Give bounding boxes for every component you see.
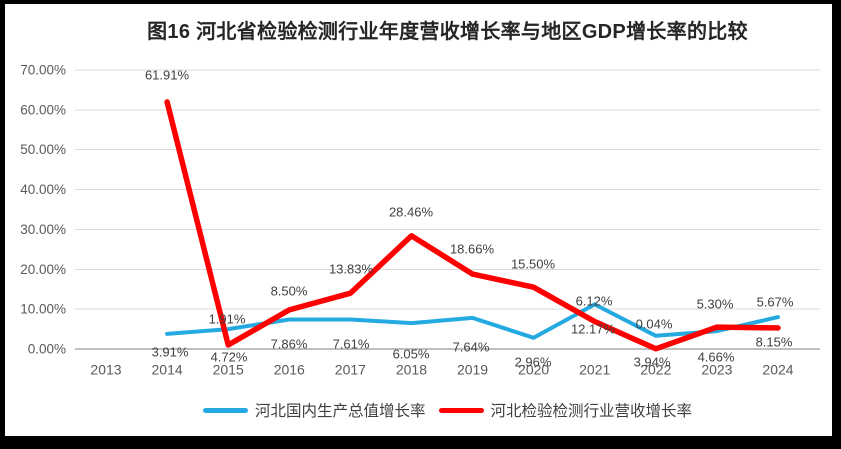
revenue-data-label: 18.66%	[450, 242, 495, 257]
x-tick-label: 2024	[762, 362, 793, 378]
data-labels: 3.91% 4.72% 7.86% 7.61% 6.05% 7.64% 2.96% 6.12%…	[145, 68, 794, 370]
legend-swatch-revenue-line	[438, 407, 484, 413]
gdp-data-label: 3.91%	[152, 345, 189, 360]
x-tick-label: 2015	[213, 362, 244, 378]
x-tick-label: 2016	[274, 362, 305, 378]
x-tick-label: 2018	[396, 362, 427, 378]
y-axis-tick-labels: 70.00% 60.00% 50.00% 40.00% 30.00% 20.00% 10.0…	[20, 63, 66, 357]
x-tick-label: 2020	[518, 362, 549, 378]
legend-swatch-gdp-line	[202, 407, 248, 413]
gdp-data-label: 6.12%	[576, 294, 613, 309]
gdp-data-label: 6.05%	[393, 347, 430, 362]
gdp-data-label: 4.66%	[698, 350, 735, 365]
gdp-data-label: 2.96%	[515, 355, 552, 370]
y-tick-label: 60.00%	[20, 102, 66, 117]
y-tick-label: 0.00%	[28, 342, 66, 357]
gdp-data-label: 3.94%	[634, 355, 671, 370]
legend-item-gdp: 河北国内生产总值增长率	[202, 399, 426, 421]
series-lines	[164, 99, 781, 352]
x-tick-label: 2021	[579, 362, 610, 378]
y-tick-label: 50.00%	[20, 142, 66, 157]
x-tick-label: 2014	[152, 362, 183, 378]
y-tick-label: 40.00%	[20, 182, 66, 197]
y-tick-label: 30.00%	[20, 222, 66, 237]
y-tick-label: 20.00%	[20, 262, 66, 277]
revenue-data-label: 12.17%	[571, 322, 616, 337]
revenue-data-label: 8.50%	[271, 284, 308, 299]
x-tick-label: 2017	[335, 362, 366, 378]
x-tick-label: 2023	[701, 362, 732, 378]
x-axis-tick-labels: 2013 2014 2015 2016 2017 2018 2019 2020 2021 2022…	[90, 362, 793, 378]
chart-title: 图16 河北省检验检测行业年度营收增长率与地区GDP增长率的比较	[147, 21, 748, 43]
y-tick-label: 70.00%	[20, 63, 66, 78]
revenue-data-label: 28.46%	[389, 205, 434, 220]
revenue-data-label: 15.50%	[511, 257, 556, 272]
revenue-data-label: 0.04%	[636, 317, 673, 332]
revenue-data-label: 5.30%	[697, 297, 734, 312]
x-tick-label: 2022	[640, 362, 671, 378]
legend-item-revenue: 河北检验检测行业营收增长率	[438, 399, 693, 421]
gdp-data-label: 7.86%	[271, 337, 308, 352]
gdp-data-label: 4.72%	[211, 350, 248, 365]
y-tick-label: 10.00%	[20, 302, 66, 317]
revenue-data-label: 61.91%	[145, 68, 190, 83]
legend: 河北国内生产总值增长率 河北检验检测行业营收增长率	[75, 400, 820, 420]
revenue-growth-line	[164, 99, 781, 352]
x-tick-label: 2019	[457, 362, 488, 378]
gdp-data-label: 7.61%	[333, 337, 370, 352]
gdp-data-label: 5.67%	[757, 295, 794, 310]
revenue-data-label: 13.83%	[329, 262, 374, 277]
gdp-data-label: 7.64%	[453, 340, 490, 355]
revenue-data-label: 1.91%	[209, 312, 246, 327]
x-tick-label: 2013	[90, 362, 121, 378]
legend-label-gdp: 河北国内生产总值增长率	[254, 403, 426, 420]
legend-label-revenue: 河北检验检测行业营收增长率	[490, 403, 693, 420]
revenue-data-label: 8.15%	[756, 335, 793, 350]
